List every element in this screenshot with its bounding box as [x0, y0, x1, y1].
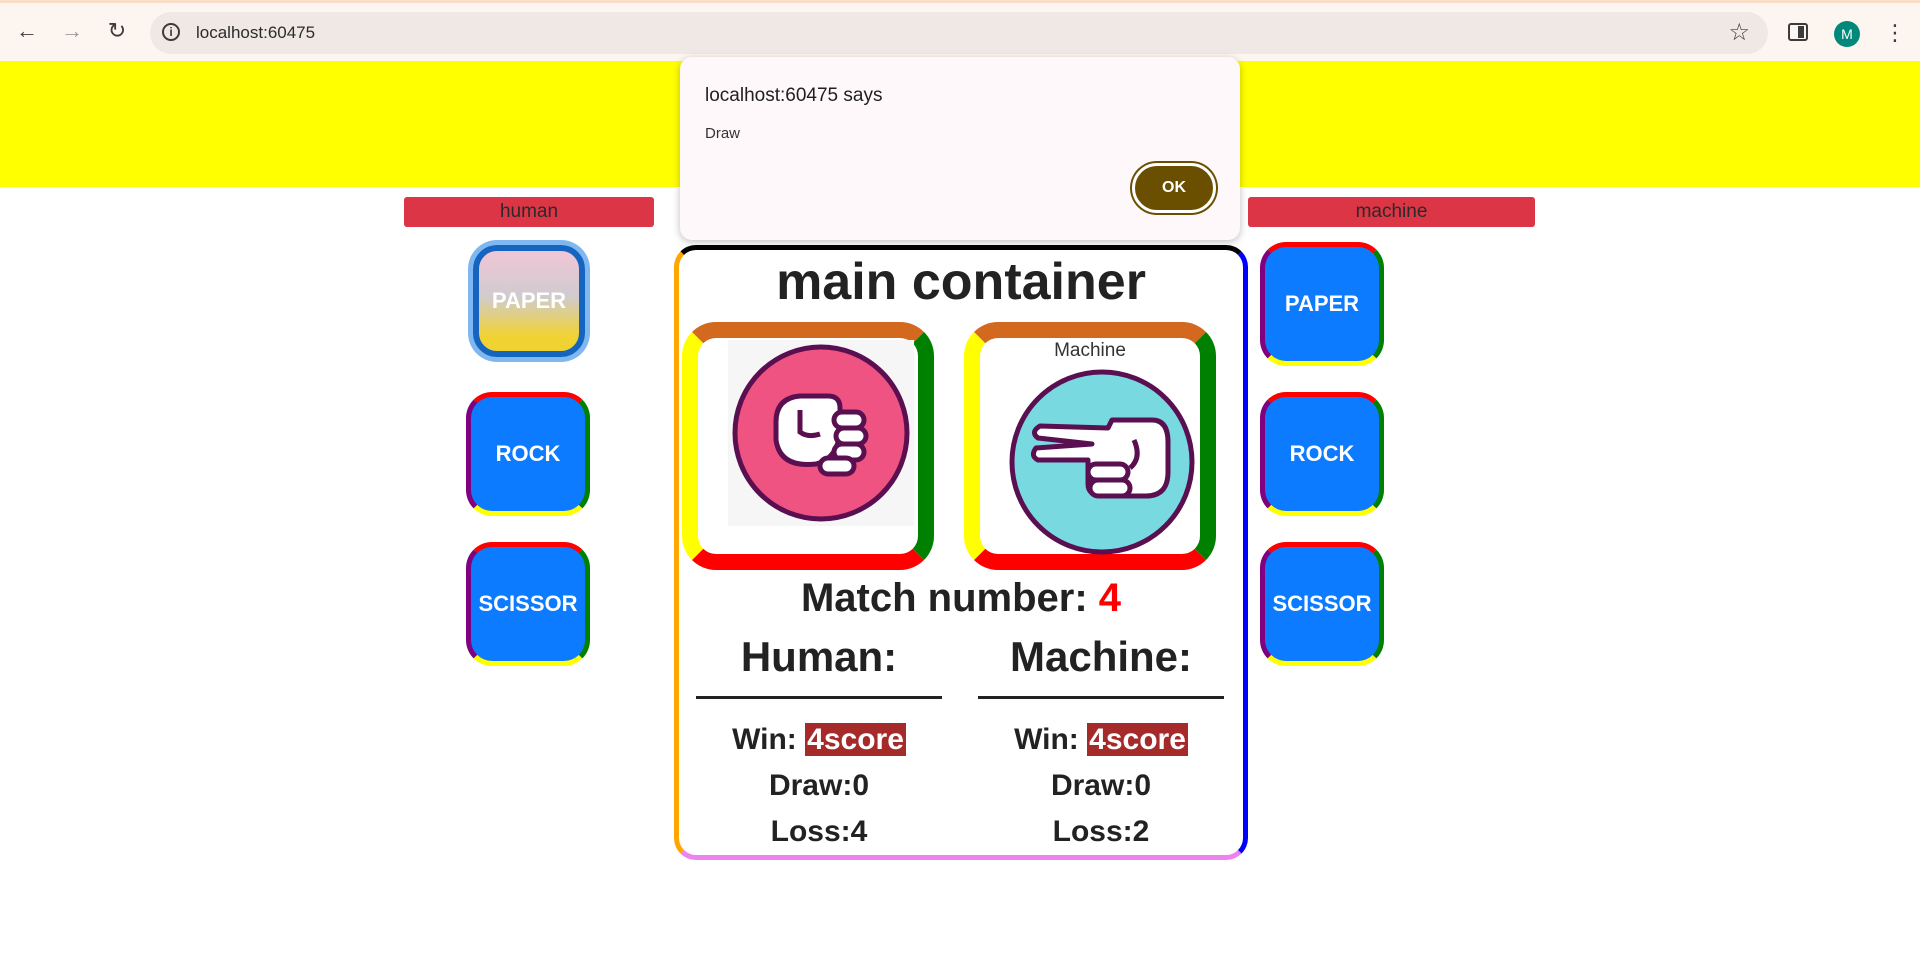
rock-hand-icon	[728, 340, 914, 526]
human-draw: Draw:0	[768, 769, 870, 802]
menu-icon[interactable]: ⋮	[1884, 20, 1906, 45]
machine-label: machine	[1248, 197, 1535, 227]
match-count: 4	[1098, 576, 1122, 620]
machine-paper-button[interactable]: PAPER	[1260, 242, 1384, 366]
dialog-message: Draw	[705, 125, 741, 142]
machine-hand-label: Machine	[1054, 340, 1126, 361]
divider	[978, 696, 1224, 699]
bookmark-star-icon[interactable]: ☆	[1728, 19, 1750, 46]
win-label: Win:	[1014, 723, 1079, 756]
reload-icon[interactable]: ↻	[107, 18, 127, 43]
alert-dialog: localhost:60475 says Draw OK	[680, 57, 1240, 240]
human-rock-button[interactable]: ROCK	[466, 392, 590, 516]
browser-toolbar: ← → ↻ i localhost:60475 ☆ M ⋮	[0, 0, 1920, 61]
machine-win-score: 4score	[1087, 723, 1188, 756]
scissor-hand-icon	[1008, 368, 1196, 556]
forward-icon[interactable]: →	[61, 18, 83, 43]
match-number: Match number: 4	[679, 576, 1243, 621]
divider	[696, 696, 942, 699]
machine-stats: Machine: Win: 4score Draw:0 Loss:2	[978, 630, 1224, 855]
profile-avatar[interactable]: M	[1834, 21, 1860, 47]
human-loss: Loss:4	[770, 815, 868, 848]
human-scissor-button[interactable]: SCISSOR	[466, 542, 590, 666]
main-container: main container Machine	[674, 245, 1248, 860]
human-hand-box	[682, 322, 934, 570]
machine-loss: Loss:2	[1052, 815, 1150, 848]
machine-draw: Draw:0	[1050, 769, 1152, 802]
back-icon[interactable]: ←	[16, 18, 38, 43]
url-text[interactable]: localhost:60475	[196, 23, 316, 42]
main-title: main container	[776, 253, 1146, 311]
human-label: human	[404, 197, 654, 227]
match-label: Match number:	[800, 576, 1088, 620]
machine-heading: Machine:	[1009, 633, 1193, 680]
site-info-icon[interactable]: i	[162, 23, 180, 41]
machine-scissor-button[interactable]: SCISSOR	[1260, 542, 1384, 666]
side-panel-icon[interactable]	[1788, 23, 1808, 41]
win-label: Win:	[732, 723, 797, 756]
human-paper-button[interactable]: PAPER	[473, 245, 585, 357]
human-win: Win: 4score	[696, 717, 942, 763]
human-heading: Human:	[740, 633, 898, 680]
ok-button[interactable]: OK	[1132, 163, 1216, 213]
machine-hand-box: Machine	[964, 322, 1216, 570]
address-bar[interactable]: i localhost:60475 ☆	[150, 12, 1768, 54]
dialog-title: localhost:60475 says	[705, 85, 883, 106]
machine-win: Win: 4score	[978, 717, 1224, 763]
machine-rock-button[interactable]: ROCK	[1260, 392, 1384, 516]
human-stats: Human: Win: 4score Draw:0 Loss:4	[696, 630, 942, 855]
human-win-score: 4score	[805, 723, 906, 756]
